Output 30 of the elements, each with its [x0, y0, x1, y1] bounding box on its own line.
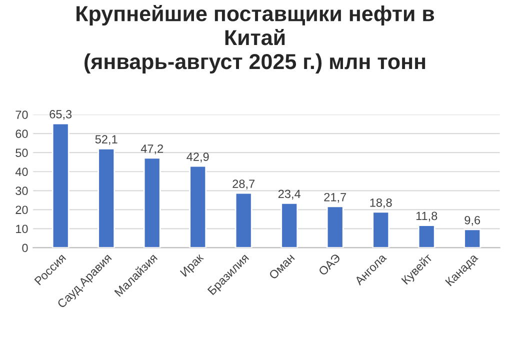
- x-tick-label: ОАЭ: [318, 253, 341, 276]
- y-tick-label: 40: [15, 168, 28, 176]
- y-tick-label: 10: [16, 224, 28, 234]
- bar: [52, 122, 70, 248]
- data-label: 28,7: [232, 180, 254, 190]
- bar: [234, 192, 252, 248]
- data-label: 52,1: [95, 135, 118, 145]
- bar: [372, 211, 390, 248]
- bar: [418, 224, 436, 248]
- data-label: 23,4: [278, 190, 300, 200]
- data-label: 9,6: [464, 216, 480, 226]
- bar: [189, 165, 207, 248]
- data-label: 65,3: [50, 110, 72, 120]
- bar: [326, 206, 344, 248]
- bar: [280, 202, 298, 248]
- y-tick-label: 20: [16, 206, 28, 214]
- data-label: 18,8: [370, 198, 392, 208]
- bar: [143, 157, 161, 248]
- y-tick-label: 60: [16, 130, 28, 138]
- y-tick-label: 50: [16, 148, 28, 158]
- data-label: 42,9: [186, 152, 209, 162]
- data-label: 11,8: [416, 212, 438, 222]
- y-tick-label: 0: [22, 244, 28, 252]
- bar: [464, 228, 482, 248]
- bar: [98, 148, 116, 248]
- chart-title: Крупнейшие поставщики нефти в Китай (январь-август 2025 г.) млн тонн: [76, 5, 434, 74]
- data-label: 47,2: [140, 144, 163, 154]
- y-tick-label: 30: [16, 186, 28, 196]
- data-label: 21,7: [324, 192, 346, 203]
- y-tick-label: 70: [16, 110, 28, 119]
